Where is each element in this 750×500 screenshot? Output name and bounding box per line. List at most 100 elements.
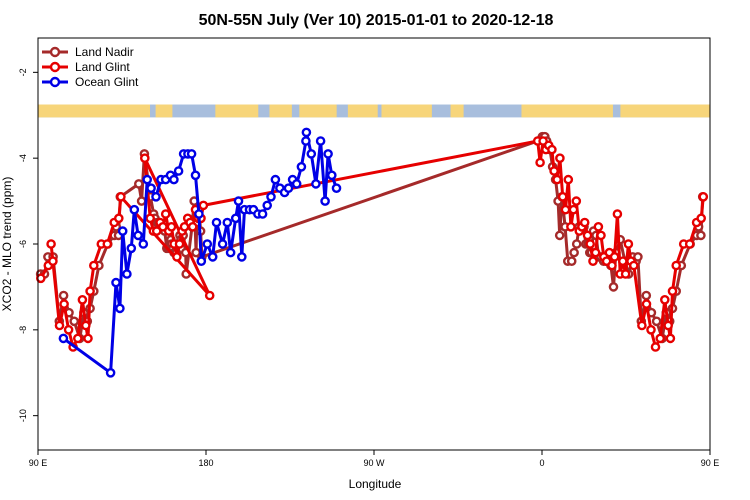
data-point [46, 239, 56, 249]
y-tick-label: -4 [18, 154, 28, 162]
land-segment [215, 104, 259, 118]
data-point [585, 239, 596, 249]
data-point [262, 200, 273, 211]
data-point [196, 256, 207, 267]
data-point [187, 221, 198, 232]
data-point [270, 174, 281, 185]
data-point [593, 221, 604, 232]
data-point [138, 239, 149, 249]
data-point [608, 282, 619, 292]
data-point [566, 256, 577, 267]
data-point [641, 299, 652, 309]
data-point [569, 247, 579, 258]
data-point [211, 217, 222, 228]
data-point [590, 247, 601, 258]
data-point [535, 157, 545, 168]
data-point [115, 303, 125, 314]
data-point [222, 217, 233, 228]
land-segment [521, 104, 613, 118]
data-point [77, 294, 88, 305]
data-point [85, 286, 95, 297]
data-point [568, 204, 579, 215]
land-segment [347, 104, 378, 118]
data-point [169, 174, 179, 185]
data-point [160, 209, 171, 219]
series-layer [35, 127, 709, 378]
data-point [651, 316, 662, 327]
data-point [696, 213, 707, 224]
data-point [116, 191, 126, 202]
data-point [563, 174, 574, 185]
data-point [198, 200, 209, 211]
data-point [117, 226, 128, 236]
data-point [166, 221, 177, 232]
land-segment [450, 104, 464, 118]
y-tick-label: -10 [18, 409, 28, 422]
data-point [58, 333, 69, 344]
data-point [58, 290, 69, 301]
data-point [48, 256, 58, 267]
data-point [126, 243, 137, 254]
series-land-glint [36, 136, 709, 352]
data-point [111, 277, 121, 288]
data-point [146, 183, 156, 193]
data-point [89, 260, 99, 271]
data-point [547, 144, 557, 155]
legend-swatch-marker [49, 76, 61, 88]
data-point [663, 320, 674, 331]
data-point [571, 239, 582, 249]
data-point [36, 273, 46, 284]
data-point [667, 286, 678, 297]
data-point [266, 191, 276, 202]
data-point [194, 209, 204, 219]
data-point [579, 217, 590, 228]
data-point [560, 204, 571, 215]
data-point [555, 153, 565, 163]
legend-label: Land Glint [75, 60, 130, 74]
data-point [102, 239, 113, 249]
land-segment [620, 104, 710, 118]
series-ocean-glint [58, 127, 342, 378]
legend-label: Ocean Glint [75, 75, 139, 89]
data-point [114, 213, 124, 224]
data-point [122, 269, 132, 279]
data-point [684, 239, 695, 249]
land-segment [269, 104, 292, 118]
x-axis-label: Longitude [349, 477, 402, 491]
data-point [151, 226, 162, 236]
x-tick-label: 90 E [29, 458, 48, 468]
data-point [151, 191, 161, 202]
data-point [301, 136, 311, 146]
data-point [596, 230, 606, 241]
data-point [620, 269, 631, 279]
y-tick-label: -2 [18, 68, 28, 76]
data-point [139, 153, 150, 163]
data-point [190, 170, 201, 181]
data-point [331, 183, 342, 193]
x-axis: 90 E 180 90 W 0 90 E [29, 450, 720, 468]
data-point [323, 149, 333, 159]
data-point [698, 191, 709, 202]
legend-item-ocean-glint: Ocean Glint [42, 75, 139, 89]
legend-swatch-marker [49, 46, 61, 58]
data-point [660, 294, 670, 305]
x-tick-label: 90 E [701, 458, 720, 468]
data-point [633, 252, 643, 262]
data-point [306, 149, 317, 159]
data-point [291, 179, 302, 189]
data-point [283, 183, 294, 193]
y-tick-label: -6 [18, 240, 28, 248]
y-tick-label: -8 [18, 326, 28, 334]
data-point [105, 367, 116, 378]
data-point [665, 333, 676, 344]
data-point [296, 161, 307, 172]
data-point [186, 149, 197, 159]
legend-label: Land Nadir [75, 45, 134, 59]
data-point [557, 191, 568, 202]
data-point [133, 230, 143, 241]
data-point [671, 260, 682, 271]
data-point [59, 299, 69, 309]
y-axis: -2 -4 -6 -8 -10 [18, 68, 38, 422]
